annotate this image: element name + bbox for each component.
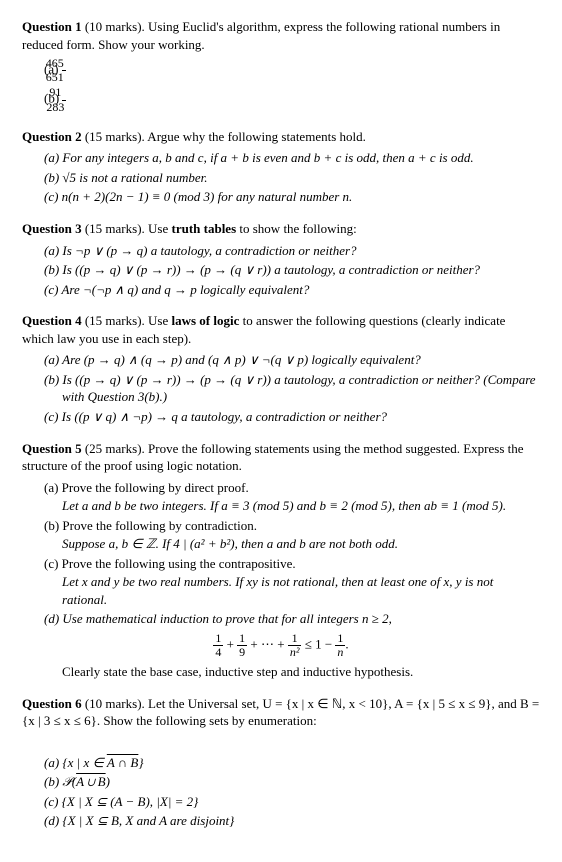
q3-c: (c) Are ¬(¬p ∧ q) and q → p logically eq… xyxy=(44,281,540,299)
q6-rest: (10 marks). Let the Universal set, U = {… xyxy=(22,696,539,729)
q6-head: Question 6 (10 marks). Let the Universal… xyxy=(22,695,540,730)
q6-a: (a) {x | x ∈ A ∩ B} xyxy=(44,754,540,772)
q2-title: Question 2 xyxy=(22,129,82,144)
q1-b-num: 91 xyxy=(62,86,66,100)
q5-eq-f2-den: 9 xyxy=(237,646,247,659)
q4-bold2: laws of logic xyxy=(172,313,240,328)
q6-b-pre: (b) 𝒫( xyxy=(44,774,76,789)
q3-rest2: to show the following: xyxy=(236,221,357,236)
q5-d: (d) Use mathematical induction to prove … xyxy=(44,610,540,628)
q5-eq-f1: 1 4 xyxy=(213,632,223,659)
question-6: Question 6 (10 marks). Let the Universal… xyxy=(22,695,540,830)
q3-rest1: (15 marks). Use xyxy=(82,221,172,236)
q5-title: Question 5 xyxy=(22,441,82,456)
question-5: Question 5 (25 marks). Prove the followi… xyxy=(22,440,540,681)
q1-b-den: 283 xyxy=(62,101,66,114)
q2-rest: (15 marks). Argue why the following stat… xyxy=(82,129,366,144)
q2-b: (b) √5 is not a rational number. xyxy=(44,169,540,187)
q6-a-post: } xyxy=(138,755,143,770)
q5-eq-f4: 1 n xyxy=(335,632,345,659)
q5-eq-plus1: + xyxy=(227,637,238,652)
q1-head: Question 1 (10 marks). Using Euclid's al… xyxy=(22,18,540,53)
q1-a-num: 465 xyxy=(62,57,66,71)
q5-eq-f2: 1 9 xyxy=(237,632,247,659)
q5-equation: 1 4 + 1 9 + ⋯ + 1 n² ≤ 1 − 1 n . xyxy=(22,632,540,659)
q2-head: Question 2 (15 marks). Argue why the fol… xyxy=(22,128,540,146)
q6-b-over: A ∪ B xyxy=(76,774,105,789)
q1-a: (a) 465 651 xyxy=(44,57,540,84)
q5-eq-period: . xyxy=(345,637,348,652)
q4-c: (c) Is ((p ∨ q) ∧ ¬p) → q a tautology, a… xyxy=(44,408,540,426)
q5-eq-dots: + ⋯ + xyxy=(250,637,287,652)
q1-b-fraction: 91 283 xyxy=(62,86,66,113)
q6-b-post: ) xyxy=(106,774,110,789)
q6-d: (d) {X | X ⊆ B, X and A are disjoint} xyxy=(44,812,540,830)
q5-rest: (25 marks). Prove the following statemen… xyxy=(22,441,524,474)
q5-eq-f4-den: n xyxy=(335,646,345,659)
q5-d-sub: Clearly state the base case, inductive s… xyxy=(62,663,540,681)
question-2: Question 2 (15 marks). Argue why the fol… xyxy=(22,128,540,206)
q3-title: Question 3 xyxy=(22,221,82,236)
q5-c-sub: Let x and y be two real numbers. If xy i… xyxy=(62,573,540,608)
q4-head: Question 4 (15 marks). Use laws of logic… xyxy=(22,312,540,347)
q1-rest: (10 marks). Using Euclid's algorithm, ex… xyxy=(22,19,500,52)
q5-head: Question 5 (25 marks). Prove the followi… xyxy=(22,440,540,475)
q5-b-sub: Suppose a, b ∈ ℤ. If 4 | (a² + b²), then… xyxy=(62,535,540,553)
q4-a: (a) Are (p → q) ∧ (q → p) and (q ∧ p) ∨ … xyxy=(44,351,540,369)
q5-a: (a) Prove the following by direct proof. xyxy=(44,479,540,497)
question-1: Question 1 (10 marks). Using Euclid's al… xyxy=(22,18,540,114)
q4-rest1: (15 marks). Use xyxy=(82,313,172,328)
q1-a-den: 651 xyxy=(62,71,66,84)
q5-eq-f4-num: 1 xyxy=(335,632,345,646)
q5-eq-f1-num: 1 xyxy=(213,632,223,646)
q5-eq-f3-num: 1 xyxy=(288,632,302,646)
question-3: Question 3 (15 marks). Use truth tables … xyxy=(22,220,540,298)
q4-title: Question 4 xyxy=(22,313,82,328)
q5-c: (c) Prove the following using the contra… xyxy=(44,555,540,573)
q6-title: Question 6 xyxy=(22,696,82,711)
question-4: Question 4 (15 marks). Use laws of logic… xyxy=(22,312,540,425)
q6-a-over: A ∩ B xyxy=(107,755,139,770)
q6-c: (c) {X | X ⊆ (A − B), |X| = 2} xyxy=(44,793,540,811)
q6-b: (b) 𝒫(A ∪ B) xyxy=(44,773,540,791)
q1-a-fraction: 465 651 xyxy=(62,57,66,84)
q2-c: (c) n(n + 2)(2n − 1) ≡ 0 (mod 3) for any… xyxy=(44,188,540,206)
q5-eq-f3-den: n² xyxy=(288,646,302,659)
q5-eq-f1-den: 4 xyxy=(213,646,223,659)
q5-b: (b) Prove the following by contradiction… xyxy=(44,517,540,535)
q3-head: Question 3 (15 marks). Use truth tables … xyxy=(22,220,540,238)
q5-eq-f3: 1 n² xyxy=(288,632,302,659)
q3-b: (b) Is ((p → q) ∨ (p → r)) → (p → (q ∨ r… xyxy=(44,261,540,279)
q1-b: (b) 91 283 xyxy=(44,86,540,113)
q3-a: (a) Is ¬p ∨ (p → q) a tautology, a contr… xyxy=(44,242,540,260)
q4-b: (b) Is ((p → q) ∨ (p → r)) → (p → (q ∨ r… xyxy=(44,371,540,406)
q2-a: (a) For any integers a, b and c, if a + … xyxy=(44,149,540,167)
q3-bold2: truth tables xyxy=(172,221,237,236)
q5-eq-mid: ≤ 1 − xyxy=(305,637,336,652)
q6-a-pre: (a) {x | x ∈ xyxy=(44,755,107,770)
q5-a-sub: Let a and b be two integers. If a ≡ 3 (m… xyxy=(62,497,540,515)
q1-title: Question 1 xyxy=(22,19,82,34)
q5-eq-f2-num: 1 xyxy=(237,632,247,646)
